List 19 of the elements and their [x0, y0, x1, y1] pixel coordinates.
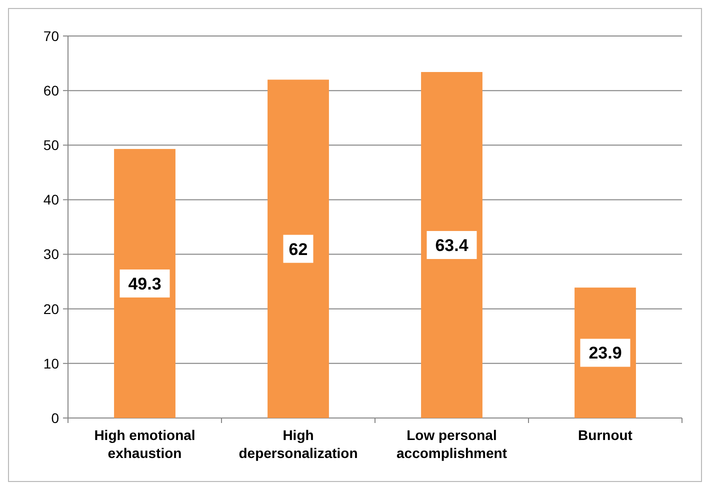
data-label: 62: [288, 240, 308, 259]
y-tick-label: 10: [43, 355, 60, 372]
y-tick-label: 30: [43, 246, 60, 262]
x-tick-label: High depersonalization: [238, 427, 358, 461]
y-tick-label: 50: [43, 137, 60, 154]
bar: [268, 80, 329, 418]
x-tick-label: Burnout: [578, 427, 633, 443]
data-label: 23.9: [588, 344, 622, 363]
data-label: 49.3: [128, 274, 162, 294]
y-tick-label: 20: [43, 300, 60, 317]
y-tick-label: 70: [43, 28, 60, 44]
y-tick-label: 40: [43, 192, 60, 208]
x-tick-label: High emotional exhaustion: [94, 427, 196, 461]
bar: [114, 148, 176, 418]
x-tick-label: Low personal accomplishment: [396, 427, 508, 461]
data-label: 63.4: [435, 236, 469, 255]
y-tick-label: 60: [43, 82, 60, 98]
y-tick-label: 0: [51, 410, 60, 426]
bar: [421, 72, 482, 418]
